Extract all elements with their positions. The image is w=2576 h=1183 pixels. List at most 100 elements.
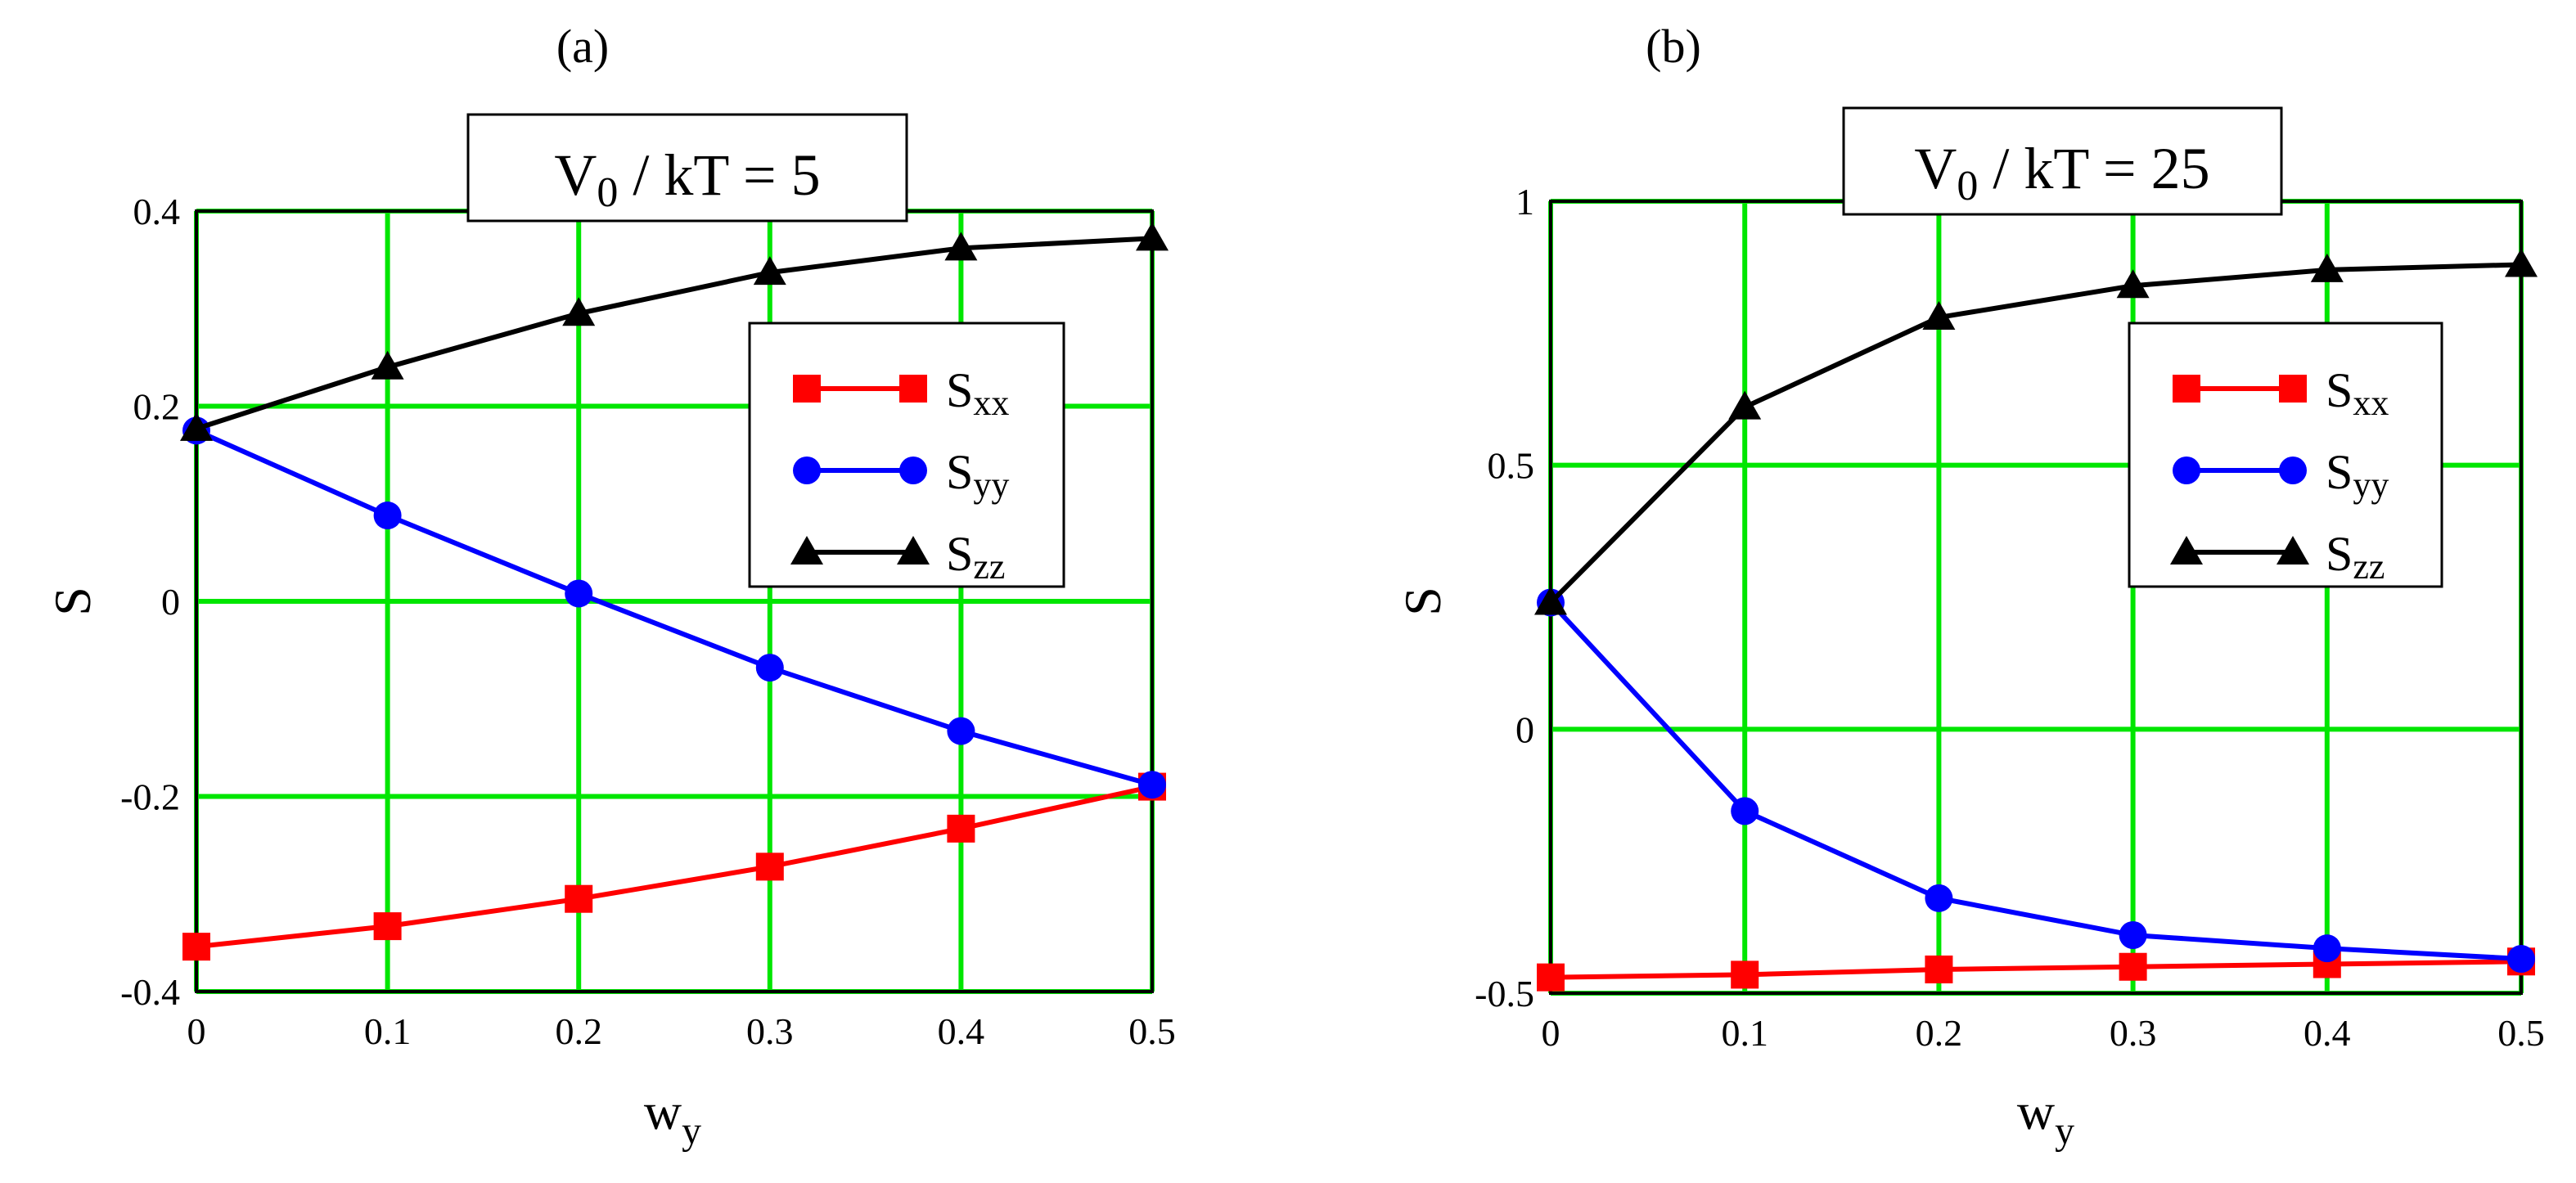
legend-marker	[899, 375, 927, 403]
x-tick-label: 0.3	[2110, 1012, 2157, 1054]
data-point	[373, 502, 402, 530]
legend-label: Szz	[946, 527, 1005, 587]
y-tick-label: 0	[161, 581, 180, 623]
legend-marker	[2279, 375, 2307, 403]
x-tick-label: 0.3	[746, 1010, 794, 1052]
y-tick-label: 0.4	[133, 191, 181, 232]
data-point	[947, 814, 975, 843]
series-line	[196, 784, 1153, 950]
title-box	[1842, 106, 2283, 216]
series-s-xx	[1537, 947, 2535, 992]
legend-label: Sxx	[946, 363, 1009, 423]
x-tick-label: 0.4	[2304, 1012, 2351, 1054]
legend-item: Sxx	[2173, 363, 2389, 423]
data-point	[1537, 963, 1565, 992]
legend-marker	[2279, 457, 2307, 484]
data-point	[2310, 253, 2344, 282]
legend-marker	[899, 457, 927, 484]
legend-item: Szz	[790, 527, 1005, 587]
legend-label: Sxx	[2326, 363, 2389, 423]
y-tick-label: 0.2	[133, 386, 181, 428]
series-line	[195, 428, 1153, 788]
legend: Sxx Syy Szz	[2128, 322, 2443, 588]
legend-marker	[2170, 536, 2203, 565]
x-tick-label: 0	[187, 1010, 206, 1052]
data-point	[2507, 945, 2535, 974]
data-point	[1138, 771, 1166, 799]
legend-marker	[2173, 375, 2200, 403]
panel-label: (b)	[1646, 20, 1701, 73]
legend-item: Syy	[793, 445, 1009, 505]
legend-item: Syy	[2173, 445, 2389, 505]
data-point	[947, 717, 975, 745]
chart-panel-a: (a) 0 0.1 0.2 0.3 0.4 0.5 -0.4 -0.2 0 0.2 0.4 Swy V0 …	[43, 20, 1176, 1153]
data-point	[2505, 248, 2538, 277]
series-line	[196, 236, 1153, 431]
series-line	[1550, 959, 2522, 980]
legend-item: Sxx	[793, 363, 1009, 423]
legend-marker	[790, 536, 823, 565]
series-s-xx	[182, 772, 1166, 961]
y-tick-label: 1	[1515, 181, 1534, 223]
data-point	[180, 412, 213, 441]
data-point	[1925, 955, 1953, 983]
data-point	[1534, 586, 1567, 615]
x-tick-label: 0.2	[1916, 1012, 1963, 1054]
legend-marker	[793, 457, 821, 484]
legend-marker	[897, 536, 930, 565]
x-tick-label: 0.5	[1128, 1010, 1176, 1052]
series-line	[1548, 262, 2522, 605]
x-axis-label: wy	[2017, 1082, 2074, 1153]
legend-marker	[793, 375, 821, 403]
data-point	[944, 232, 978, 261]
series-line	[1548, 600, 2522, 962]
data-point	[1925, 884, 1953, 912]
data-point	[755, 654, 784, 682]
chart-title: V0 / kT = 25	[1914, 136, 2209, 209]
x-tick-label: 0.1	[364, 1010, 412, 1052]
plot-frame	[1549, 200, 2523, 995]
data-point	[371, 350, 404, 380]
grid	[1548, 199, 2524, 996]
y-tick-label: 0.5	[1488, 445, 1535, 487]
chart-title: V0 / kT = 5	[554, 142, 820, 216]
series-s-zz	[1534, 248, 2538, 615]
y-tick-label: -0.2	[120, 776, 180, 818]
data-point	[1731, 797, 1759, 825]
data-point	[753, 256, 786, 286]
x-tick-label: 0.4	[938, 1010, 985, 1052]
x-tick-label: 0.2	[555, 1010, 602, 1052]
data-point	[2116, 269, 2150, 299]
y-tick-label: -0.4	[120, 971, 180, 1013]
data-point	[2119, 952, 2147, 981]
data-point	[565, 579, 593, 608]
data-point	[2313, 934, 2341, 963]
y-tick-label: -0.5	[1475, 973, 1534, 1014]
x-tick-label: 0.5	[2497, 1012, 2545, 1054]
data-point	[755, 852, 784, 881]
series-s-zz	[180, 222, 1169, 441]
legend-item: Szz	[2170, 527, 2385, 587]
legend: Sxx Syy Szz	[748, 322, 1065, 588]
data-point	[1728, 390, 1762, 420]
legend-label: Szz	[2326, 527, 2385, 587]
legend-marker	[2173, 457, 2200, 484]
y-tick-label: 0	[1515, 708, 1534, 750]
panel-label: (a)	[556, 20, 609, 73]
title-box	[466, 113, 908, 223]
data-point	[565, 884, 593, 913]
legend-label: Syy	[2326, 445, 2389, 505]
y-axis-label: S	[43, 587, 101, 616]
x-tick-label: 0.1	[1721, 1012, 1768, 1054]
x-tick-label: 0	[1542, 1012, 1560, 1054]
data-point	[182, 933, 210, 961]
x-axis-label: wy	[644, 1082, 701, 1153]
data-point	[562, 297, 596, 326]
y-axis-label: S	[1394, 587, 1452, 616]
data-point	[2119, 921, 2147, 950]
data-point	[1922, 300, 1956, 330]
data-point	[373, 912, 402, 941]
legend-box	[748, 322, 1065, 588]
